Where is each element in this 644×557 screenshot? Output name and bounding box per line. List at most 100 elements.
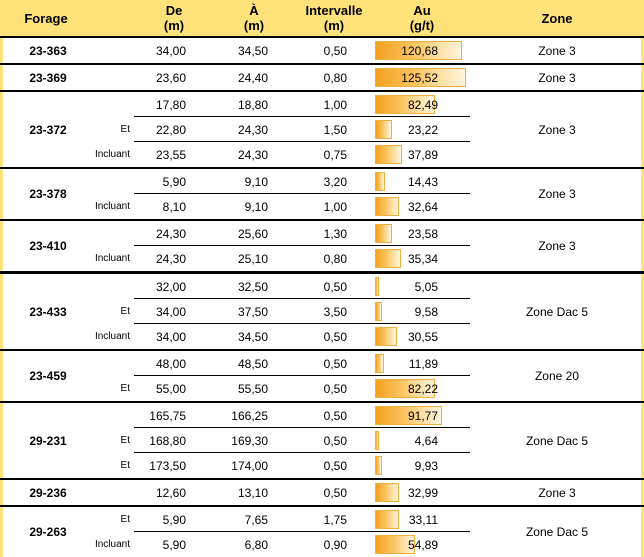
de-value: 34,00 — [155, 43, 186, 58]
intervalle-value: 1,50 — [323, 122, 347, 137]
intervalle-value: 0,50 — [323, 43, 347, 58]
forage-id: 23-410 — [29, 239, 67, 253]
au-bar — [375, 224, 392, 243]
au-value: 35,34 — [407, 251, 438, 266]
row-divider — [134, 375, 470, 376]
row-divider — [134, 452, 470, 453]
left-border-stripe — [0, 65, 3, 90]
left-border-stripe — [0, 480, 3, 505]
a-value: 169,30 — [231, 433, 268, 448]
au-value: 125,52 — [401, 70, 438, 85]
de-value: 23,55 — [155, 147, 186, 162]
intervalle-value: 3,20 — [323, 174, 347, 189]
au-bar — [375, 277, 379, 296]
left-border-stripe — [0, 507, 3, 557]
header-au: Au (g/t) — [409, 3, 435, 33]
a-value: 25,60 — [237, 226, 268, 241]
a-value: 24,30 — [237, 122, 268, 137]
zone-label: Zone Dac 5 — [525, 433, 589, 448]
intervalle-value: 0,80 — [323, 251, 347, 266]
right-border-stripe — [641, 274, 644, 349]
au-value: 5,05 — [414, 279, 438, 294]
row-divider — [134, 245, 470, 246]
forage-id: 23-369 — [29, 70, 67, 85]
de-value: 32,00 — [155, 279, 186, 294]
intervalle-value: 0,75 — [323, 147, 347, 162]
row-qualifier: Et — [120, 513, 130, 525]
au-bar — [375, 510, 399, 529]
au-value: 9,58 — [414, 304, 438, 319]
group-separator — [0, 271, 644, 274]
zone-label: Zone Dac 5 — [525, 304, 589, 319]
left-border-stripe — [0, 92, 3, 167]
au-bar — [375, 249, 401, 268]
au-value: 11,89 — [408, 356, 438, 371]
intervalle-value: 0,50 — [323, 433, 347, 448]
de-value: 23,60 — [155, 70, 186, 85]
right-border-stripe — [641, 507, 644, 557]
au-value: 82,22 — [407, 381, 438, 396]
intervalle-value: 0,50 — [323, 485, 347, 500]
right-border-stripe — [641, 169, 644, 219]
row-divider — [134, 116, 470, 117]
left-border-stripe — [0, 403, 3, 478]
a-value: 34,50 — [237, 43, 268, 58]
forage-id: 29-231 — [29, 433, 67, 448]
group-separator — [0, 63, 644, 65]
a-value: 18,80 — [237, 97, 268, 112]
row-qualifier: Incluant — [94, 330, 130, 342]
row-divider — [134, 531, 470, 532]
au-bar — [375, 68, 466, 87]
table-header: Forage De (m) À (m) Intervalle (m) Au (g/t) … — [0, 0, 644, 36]
intervalle-value: 0,90 — [323, 537, 347, 552]
de-value: 5,90 — [162, 174, 186, 189]
forage-id: 23-372 — [29, 122, 67, 137]
zone-label: Zone 3 — [538, 43, 576, 58]
row-divider — [134, 141, 470, 142]
au-bar — [375, 379, 435, 398]
au-value: 30,55 — [407, 329, 438, 344]
a-value: 24,40 — [237, 70, 268, 85]
group-separator — [0, 401, 644, 403]
au-value: 23,22 — [407, 122, 438, 137]
header-separator — [0, 36, 644, 38]
au-value: 82,49 — [407, 97, 438, 112]
de-value: 24,30 — [155, 226, 186, 241]
a-value: 13,10 — [237, 485, 268, 500]
de-value: 168,80 — [149, 433, 186, 448]
row-qualifier: Et — [120, 305, 130, 317]
header-de: De (m) — [163, 3, 185, 33]
a-value: 166,25 — [231, 408, 268, 423]
header-intervalle: Intervalle (m) — [305, 3, 363, 33]
zone-label: Zone 20 — [534, 369, 580, 383]
row-divider — [134, 427, 470, 428]
de-value: 8,10 — [162, 199, 186, 214]
header-a: À (m) — [243, 3, 265, 33]
intervalle-value: 0,50 — [323, 458, 347, 473]
left-border-stripe — [0, 169, 3, 219]
row-divider — [134, 298, 470, 299]
de-value: 165,75 — [149, 408, 186, 423]
de-value: 55,00 — [155, 381, 186, 396]
intervalle-value: 0,50 — [323, 408, 347, 423]
intervalle-value: 0,80 — [323, 70, 347, 85]
au-bar — [375, 354, 384, 373]
right-border-stripe — [641, 38, 644, 63]
au-bar — [375, 95, 435, 114]
group-separator — [0, 167, 644, 169]
a-value: 6,80 — [244, 537, 268, 552]
de-value: 34,00 — [155, 304, 186, 319]
de-value: 34,00 — [155, 329, 186, 344]
de-value: 5,90 — [162, 512, 186, 527]
au-bar — [375, 145, 402, 164]
right-border-stripe — [641, 92, 644, 167]
de-value: 17,80 — [155, 97, 186, 112]
left-border-stripe — [0, 221, 3, 271]
left-border-stripe — [0, 38, 3, 63]
row-qualifier: Incluant — [94, 252, 130, 264]
row-divider — [134, 323, 470, 324]
au-value: 4,64 — [414, 433, 438, 448]
au-bar — [375, 172, 385, 191]
zone-label: Zone 3 — [538, 239, 576, 253]
au-value: 32,99 — [407, 485, 438, 500]
